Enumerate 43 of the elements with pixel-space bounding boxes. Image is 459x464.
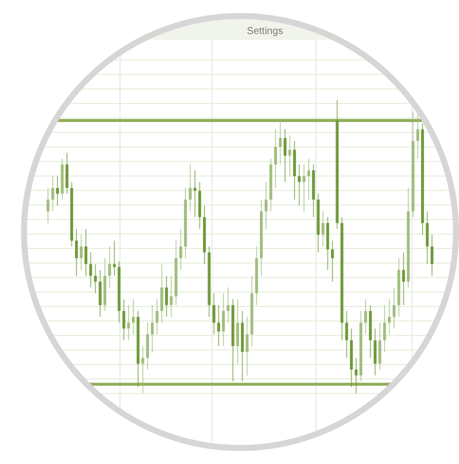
candlestick bbox=[374, 328, 377, 376]
candlestick bbox=[122, 298, 126, 341]
candlestick bbox=[264, 182, 268, 230]
candlestick bbox=[378, 322, 382, 370]
candlestick bbox=[236, 298, 240, 364]
candlestick bbox=[46, 187, 50, 224]
candlestick bbox=[89, 252, 92, 288]
candlestick bbox=[150, 304, 154, 352]
candlestick bbox=[364, 298, 368, 335]
candlestick bbox=[66, 152, 68, 194]
candlestick bbox=[388, 298, 391, 335]
candlestick bbox=[392, 287, 396, 330]
candlestick bbox=[222, 292, 225, 347]
candlestick bbox=[246, 316, 249, 376]
candlestick bbox=[156, 298, 158, 335]
candlestick bbox=[430, 234, 434, 276]
candlestick bbox=[98, 269, 102, 318]
candlestick bbox=[226, 287, 230, 324]
candlestick bbox=[165, 275, 168, 318]
candlestick bbox=[56, 176, 59, 206]
candlestick bbox=[84, 228, 88, 276]
candlestick bbox=[194, 170, 196, 218]
candlestick bbox=[322, 210, 324, 247]
candlestick bbox=[127, 304, 130, 341]
candlestick bbox=[212, 292, 216, 335]
candlestick bbox=[132, 298, 135, 335]
candlestick bbox=[331, 240, 334, 282]
candlestick bbox=[217, 304, 220, 347]
candlestick bbox=[345, 310, 348, 358]
candlestick bbox=[354, 357, 358, 394]
candlestick bbox=[75, 228, 78, 276]
candlestick bbox=[402, 252, 405, 306]
candlestick bbox=[108, 246, 112, 288]
candlestick bbox=[278, 120, 282, 165]
candlestick bbox=[383, 304, 386, 352]
candlestick bbox=[274, 128, 277, 188]
candlestick bbox=[146, 322, 149, 370]
candlestick bbox=[284, 128, 286, 183]
candlestick bbox=[298, 164, 301, 206]
candlestick bbox=[94, 264, 97, 294]
candlestick bbox=[112, 240, 116, 276]
candlestick bbox=[302, 164, 306, 212]
text: Settings bbox=[246, 26, 284, 37]
